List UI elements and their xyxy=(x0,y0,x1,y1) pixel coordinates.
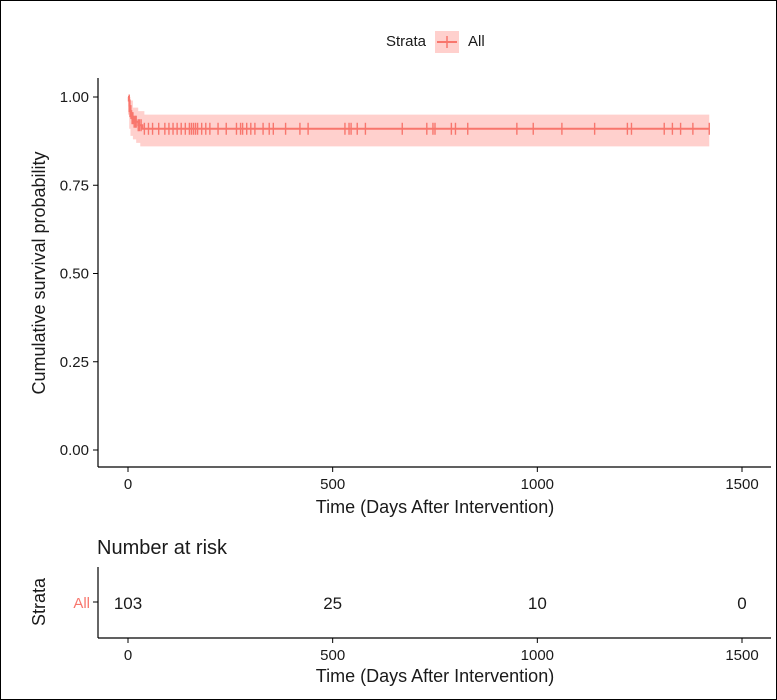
x-axis-label: Time (Days After Intervention) xyxy=(316,497,554,517)
y-tick-label: 1.00 xyxy=(60,89,89,106)
risk-values: 103 25 10 0 xyxy=(114,594,747,613)
x-tick-label: 0 xyxy=(124,476,132,493)
y-tick-label: 0.25 xyxy=(60,354,89,371)
risk-x-axis-label: Time (Days After Intervention) xyxy=(316,666,554,686)
legend-title: Strata xyxy=(386,33,427,50)
y-axis-label: Cumulative survival probability xyxy=(29,151,49,394)
x-tick-label: 1500 xyxy=(725,476,758,493)
risk-x-tick-label: 1000 xyxy=(521,647,554,664)
risk-value: 103 xyxy=(114,594,142,613)
y-ticks: 0.00 0.25 0.50 0.75 1.00 xyxy=(60,89,98,459)
risk-table-title: Number at risk xyxy=(97,537,228,559)
confidence-band-layer xyxy=(128,97,710,147)
risk-x-tick-label: 1500 xyxy=(725,647,758,664)
y-tick-label: 0.50 xyxy=(60,266,89,283)
x-ticks: 0 500 1000 1500 xyxy=(124,467,759,493)
risk-x-tick-label: 0 xyxy=(124,647,132,664)
risk-x-tick-label: 500 xyxy=(320,647,345,664)
y-tick-label: 0.00 xyxy=(60,442,89,459)
confidence-band xyxy=(128,97,710,147)
risk-y-axis-label: Strata xyxy=(29,577,49,626)
y-tick-label: 0.75 xyxy=(60,177,89,194)
legend: Strata All xyxy=(386,31,485,53)
x-tick-label: 500 xyxy=(320,476,345,493)
risk-value: 10 xyxy=(528,594,547,613)
legend-entry-all: All xyxy=(468,33,485,50)
censor-marks-layer xyxy=(128,94,710,135)
risk-x-ticks: 0 500 1000 1500 xyxy=(124,638,759,664)
risk-value: 0 xyxy=(737,594,746,613)
risk-strata-label: All xyxy=(73,595,90,612)
risk-value: 25 xyxy=(323,594,342,613)
km-plot-area xyxy=(127,94,710,147)
x-tick-label: 1000 xyxy=(521,476,554,493)
